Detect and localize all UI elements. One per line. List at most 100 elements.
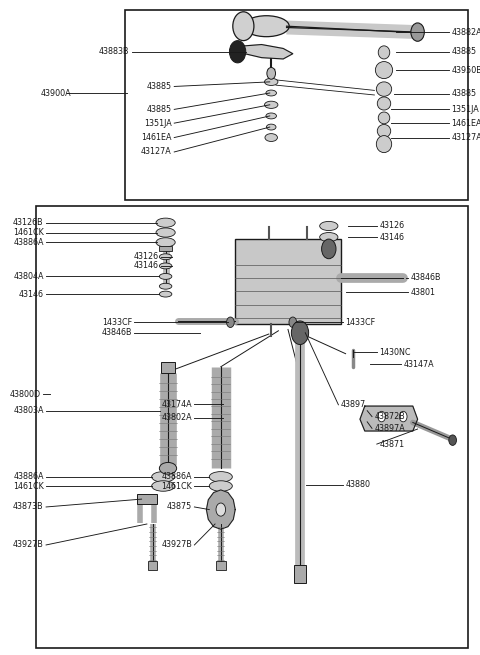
Ellipse shape: [152, 481, 175, 491]
FancyBboxPatch shape: [235, 239, 341, 324]
Text: 43897A: 43897A: [374, 424, 405, 433]
Text: 43872B: 43872B: [374, 412, 405, 421]
Ellipse shape: [159, 462, 177, 474]
Text: 43927B: 43927B: [13, 540, 44, 550]
FancyBboxPatch shape: [36, 206, 468, 648]
Text: 43146: 43146: [19, 290, 44, 299]
Text: 43802A: 43802A: [161, 413, 192, 422]
FancyBboxPatch shape: [161, 362, 175, 373]
Ellipse shape: [376, 136, 392, 153]
Circle shape: [322, 239, 336, 259]
Text: 1461CK: 1461CK: [161, 481, 192, 491]
Text: 1351JA: 1351JA: [144, 119, 172, 128]
Text: 43897: 43897: [341, 400, 366, 409]
Text: 43127A: 43127A: [451, 133, 480, 142]
FancyBboxPatch shape: [148, 561, 157, 570]
Circle shape: [227, 317, 234, 328]
Circle shape: [291, 321, 309, 345]
Ellipse shape: [159, 263, 172, 269]
FancyBboxPatch shape: [294, 565, 306, 583]
Ellipse shape: [320, 221, 338, 231]
FancyBboxPatch shape: [159, 246, 172, 251]
Polygon shape: [206, 490, 235, 529]
Circle shape: [411, 23, 424, 41]
Ellipse shape: [376, 82, 392, 96]
Text: 43873B: 43873B: [13, 502, 44, 512]
Polygon shape: [235, 45, 293, 59]
Ellipse shape: [265, 134, 277, 141]
Text: 43886A: 43886A: [13, 472, 44, 481]
Text: 1461EA: 1461EA: [451, 119, 480, 128]
Ellipse shape: [377, 124, 391, 138]
Text: 43885: 43885: [451, 89, 476, 98]
Text: 43900A: 43900A: [41, 88, 72, 98]
Ellipse shape: [159, 291, 172, 297]
Text: 43146: 43146: [133, 261, 158, 271]
Circle shape: [233, 12, 254, 41]
Ellipse shape: [156, 218, 175, 227]
Polygon shape: [360, 406, 418, 431]
Ellipse shape: [266, 113, 276, 119]
Text: 43885: 43885: [147, 105, 172, 114]
Ellipse shape: [159, 283, 172, 290]
Ellipse shape: [244, 16, 289, 37]
Ellipse shape: [266, 124, 276, 130]
Circle shape: [399, 411, 407, 422]
Text: 43883B: 43883B: [99, 47, 130, 56]
Circle shape: [229, 41, 246, 63]
Text: 43126: 43126: [133, 252, 158, 261]
Text: 1461EA: 1461EA: [141, 133, 172, 142]
Text: 43950B: 43950B: [451, 66, 480, 75]
Ellipse shape: [152, 472, 175, 482]
Ellipse shape: [209, 472, 232, 482]
Ellipse shape: [209, 481, 232, 491]
Text: 1461CK: 1461CK: [13, 481, 44, 491]
Text: 43146: 43146: [379, 233, 404, 242]
Circle shape: [378, 411, 385, 422]
Text: 1433CF: 1433CF: [346, 318, 376, 327]
Text: 43127A: 43127A: [141, 147, 172, 157]
Ellipse shape: [378, 112, 390, 124]
Ellipse shape: [156, 228, 175, 237]
Ellipse shape: [375, 62, 393, 79]
Circle shape: [267, 67, 276, 79]
Text: 43927B: 43927B: [161, 540, 192, 550]
Text: 1351JA: 1351JA: [451, 105, 479, 114]
Ellipse shape: [266, 90, 276, 96]
Ellipse shape: [377, 97, 391, 110]
Text: 43174A: 43174A: [161, 400, 192, 409]
Ellipse shape: [264, 102, 278, 109]
Text: 43846B: 43846B: [410, 273, 441, 282]
Text: 43886A: 43886A: [161, 472, 192, 481]
Circle shape: [289, 317, 297, 328]
Text: 43147A: 43147A: [403, 360, 434, 369]
Ellipse shape: [159, 274, 172, 279]
Ellipse shape: [320, 233, 338, 242]
Text: 43882A: 43882A: [451, 28, 480, 37]
Text: 1430NC: 1430NC: [379, 348, 411, 357]
Circle shape: [216, 503, 226, 516]
Text: 1461CK: 1461CK: [13, 228, 44, 237]
Text: 43846B: 43846B: [101, 328, 132, 337]
Circle shape: [449, 435, 456, 445]
FancyBboxPatch shape: [137, 494, 157, 504]
FancyBboxPatch shape: [125, 10, 468, 200]
Ellipse shape: [264, 79, 278, 85]
Text: 43875: 43875: [167, 502, 192, 512]
Ellipse shape: [159, 253, 172, 259]
Text: 43801: 43801: [410, 288, 435, 297]
Text: 43885: 43885: [147, 82, 172, 91]
Text: 43885: 43885: [451, 47, 476, 56]
Ellipse shape: [156, 238, 175, 247]
Text: 1433CF: 1433CF: [102, 318, 132, 327]
Text: 43886A: 43886A: [13, 238, 44, 247]
Text: 43126: 43126: [379, 221, 404, 231]
Text: 43804A: 43804A: [13, 272, 44, 281]
Text: 43880: 43880: [346, 480, 371, 489]
Text: 43871: 43871: [379, 440, 404, 449]
Text: 43803A: 43803A: [13, 406, 44, 415]
FancyBboxPatch shape: [216, 561, 226, 570]
Text: 43126B: 43126B: [13, 218, 44, 227]
Ellipse shape: [378, 46, 390, 59]
Text: 43800D: 43800D: [10, 390, 41, 399]
